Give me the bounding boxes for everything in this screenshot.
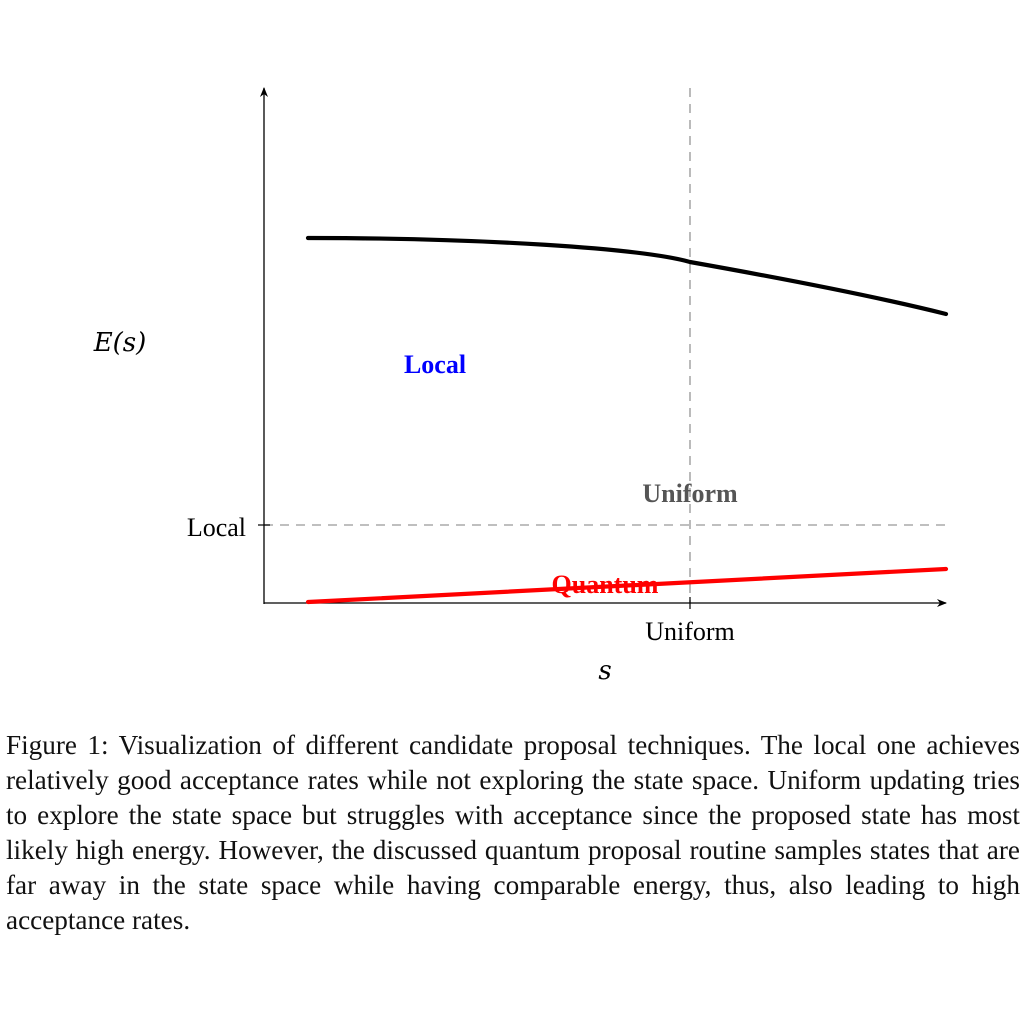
quantum-annotation: Quantum <box>552 570 659 599</box>
figure-caption: Figure 1: Visualization of different can… <box>6 728 1020 938</box>
caption-prefix: Figure 1: <box>6 730 109 760</box>
uniform-annotation: Uniform <box>642 479 738 508</box>
caption-text: Visualization of different candidate pro… <box>6 730 1020 935</box>
proposal-diagram: E(s) s Local Uniform Local Uniform Quant… <box>93 87 949 686</box>
y-axis-label: E(s) <box>93 328 147 358</box>
x-axis-label: s <box>598 656 611 686</box>
y-tick-label: Local <box>187 513 246 542</box>
quantum-curve <box>305 566 949 605</box>
x-tick-label: Uniform <box>645 617 735 646</box>
local-annotation: Local <box>404 350 466 379</box>
energy-curve <box>305 235 949 317</box>
